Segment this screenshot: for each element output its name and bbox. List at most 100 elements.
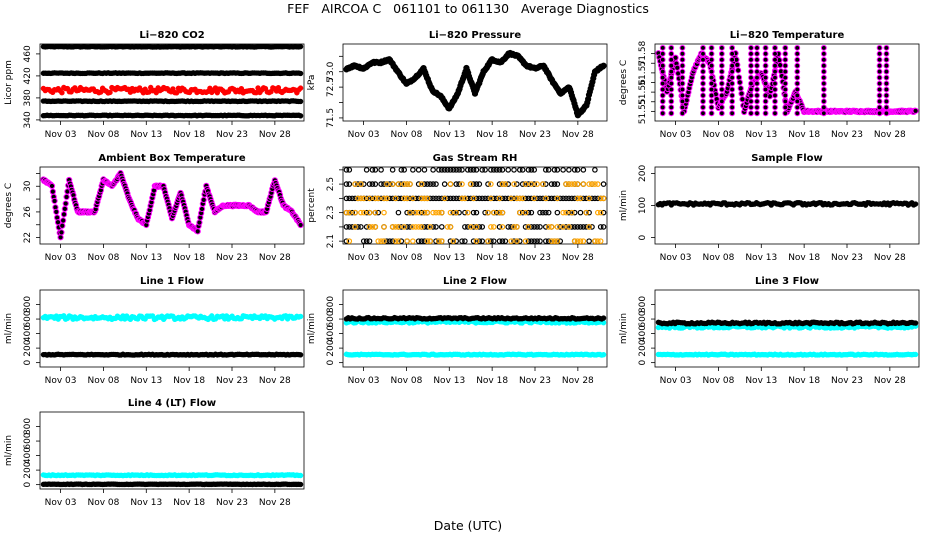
series-sample-flow [655, 199, 919, 208]
y-tick-label: 0 [638, 234, 648, 240]
data-point [571, 224, 578, 230]
data-point [499, 195, 506, 202]
data-point [410, 238, 416, 244]
data-point [372, 181, 379, 187]
data-point [772, 56, 778, 63]
data-point [389, 224, 396, 230]
data-point [485, 209, 491, 216]
data-point [679, 98, 686, 105]
x-tick-label: Nov 28 [562, 253, 594, 263]
data-point [772, 80, 778, 87]
data-point [782, 50, 789, 57]
data-point [883, 50, 890, 57]
data-point [511, 167, 517, 173]
data-point [568, 181, 575, 187]
data-point [358, 181, 364, 187]
data-point [794, 86, 801, 93]
data-point [737, 85, 744, 92]
data-point [410, 209, 416, 216]
data-point [777, 62, 784, 69]
data-point [496, 209, 503, 216]
y-axis-label: ml/min [307, 313, 317, 344]
data-point [433, 238, 439, 244]
y-tick-label: 51.56 [638, 79, 648, 105]
data-point [447, 181, 454, 187]
data-point [395, 238, 402, 244]
data-point [592, 238, 598, 244]
data-point [196, 219, 203, 226]
data-point [528, 224, 535, 230]
data-point [525, 209, 532, 216]
data-point [668, 62, 675, 69]
data-point [718, 68, 725, 75]
data-point [560, 209, 566, 216]
data-point [464, 195, 471, 202]
data-point [522, 238, 529, 244]
data-point [794, 44, 801, 51]
data-point [346, 224, 353, 230]
data-point [820, 110, 827, 117]
x-tick-label: Nov 13 [130, 376, 162, 386]
data-point [748, 62, 754, 69]
data-point [600, 195, 607, 202]
data-point [369, 195, 376, 202]
data-point [107, 89, 113, 96]
data-point [412, 209, 419, 216]
data-point [708, 56, 715, 63]
data-point [782, 44, 789, 51]
data-point [557, 238, 564, 244]
x-tick-label: Nov 28 [259, 253, 291, 263]
data-point [395, 195, 402, 202]
data-point [427, 181, 434, 187]
data-point [540, 181, 546, 187]
data-point [586, 181, 592, 187]
data-point [708, 62, 715, 69]
data-point [485, 181, 491, 187]
data-point [551, 167, 558, 173]
data-point [522, 224, 529, 230]
data-point [401, 195, 408, 202]
data-point [453, 167, 460, 173]
data-point [679, 110, 686, 117]
data-point [551, 195, 558, 202]
x-axis-label: Date (UTC) [433, 518, 503, 533]
data-point [659, 110, 666, 117]
data-point [401, 181, 408, 187]
data-point [522, 209, 529, 216]
data-point [659, 62, 666, 69]
x-tick-label: Nov 03 [348, 253, 380, 263]
data-point [708, 50, 715, 57]
data-point [534, 181, 540, 187]
data-point [438, 209, 445, 216]
data-point [597, 224, 604, 230]
data-layer [40, 313, 304, 358]
data-point [473, 224, 480, 230]
data-point [820, 50, 827, 57]
data-point [762, 56, 769, 63]
series-pressure [343, 49, 607, 119]
data-point [729, 98, 736, 105]
data-point [490, 209, 497, 216]
data-point [820, 104, 827, 111]
data-point [424, 181, 431, 187]
data-point [566, 195, 572, 202]
data-point [820, 98, 827, 105]
data-point [516, 238, 523, 244]
data-point [782, 98, 789, 105]
data-point [415, 238, 422, 244]
data-point [438, 167, 445, 173]
data-point [407, 195, 413, 202]
data-point [574, 195, 581, 202]
y-tick-label: 380 [23, 89, 33, 106]
data-point [412, 224, 419, 230]
y-tick-label: 800 [23, 418, 33, 435]
data-point [876, 68, 883, 75]
x-tick-label: Nov 28 [562, 376, 594, 386]
y-tick-label: 400 [23, 325, 33, 342]
data-point [729, 110, 736, 117]
data-point [668, 110, 675, 117]
x-tick-label: Nov 03 [660, 253, 692, 263]
data-point [447, 209, 454, 216]
x-tick-label: Nov 13 [130, 130, 162, 140]
